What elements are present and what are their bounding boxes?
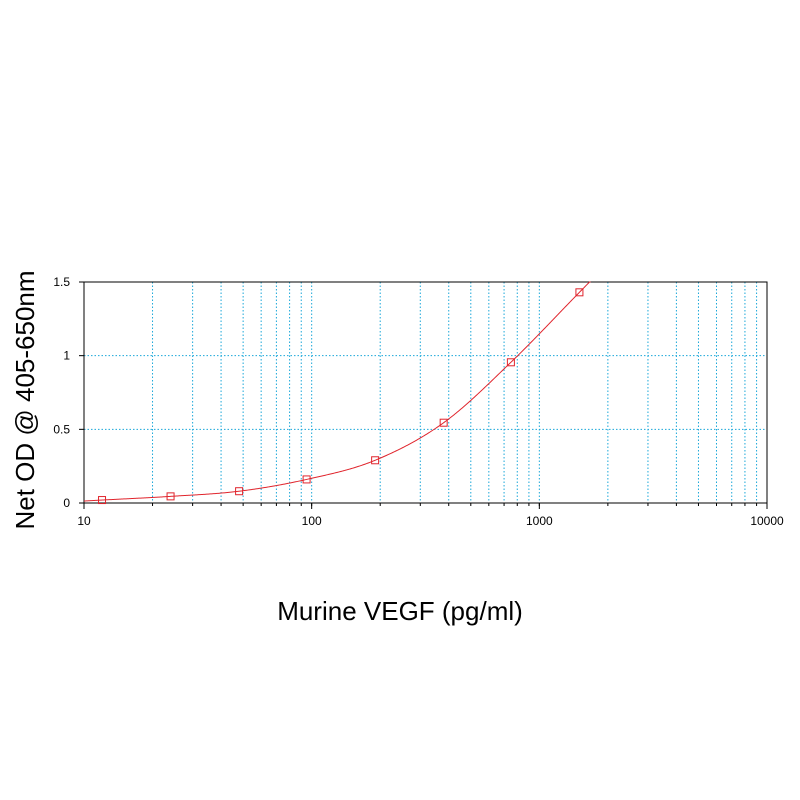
data-point — [302, 475, 311, 484]
data-point — [235, 487, 244, 496]
plot-area-frame — [83, 281, 768, 504]
x-tick-label: 100 — [302, 514, 322, 528]
data-point — [98, 496, 107, 505]
fit-curve — [83, 281, 591, 502]
data-points — [98, 288, 584, 505]
data-point — [506, 358, 515, 367]
y-tick-label: 1.5 — [53, 275, 70, 289]
data-point — [439, 418, 448, 427]
y-axis-title: Net OD @ 405-650nm — [10, 270, 40, 529]
data-point — [371, 456, 380, 465]
fit-curve-layer — [83, 281, 591, 502]
data-point — [166, 492, 175, 501]
x-tick-label: 10 — [77, 514, 91, 528]
y-tick-label: 1 — [63, 349, 70, 363]
y-tick-label: 0 — [63, 496, 70, 510]
x-tick-label: 1000 — [526, 514, 553, 528]
grid-lines — [84, 282, 767, 503]
x-axis-title: Murine VEGF (pg/ml) — [277, 596, 523, 626]
data-point — [575, 288, 584, 297]
y-tick-label: 0.5 — [53, 422, 70, 436]
x-tick-label: 10000 — [750, 514, 784, 528]
axis-ticks: 10 100 1000 10000 0 0.5 1 1.5 — [53, 275, 784, 528]
